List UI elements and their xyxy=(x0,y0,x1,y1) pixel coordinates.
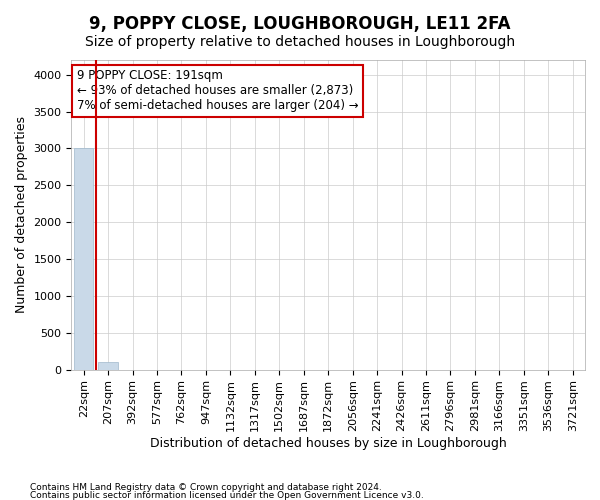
Text: Contains HM Land Registry data © Crown copyright and database right 2024.: Contains HM Land Registry data © Crown c… xyxy=(30,484,382,492)
Y-axis label: Number of detached properties: Number of detached properties xyxy=(15,116,28,314)
X-axis label: Distribution of detached houses by size in Loughborough: Distribution of detached houses by size … xyxy=(150,437,506,450)
Text: Contains public sector information licensed under the Open Government Licence v3: Contains public sector information licen… xyxy=(30,490,424,500)
Bar xyxy=(98,362,118,370)
Text: 9, POPPY CLOSE, LOUGHBOROUGH, LE11 2FA: 9, POPPY CLOSE, LOUGHBOROUGH, LE11 2FA xyxy=(89,15,511,33)
Bar xyxy=(74,148,94,370)
Text: 9 POPPY CLOSE: 191sqm
← 93% of detached houses are smaller (2,873)
7% of semi-de: 9 POPPY CLOSE: 191sqm ← 93% of detached … xyxy=(77,70,358,112)
Text: Size of property relative to detached houses in Loughborough: Size of property relative to detached ho… xyxy=(85,35,515,49)
